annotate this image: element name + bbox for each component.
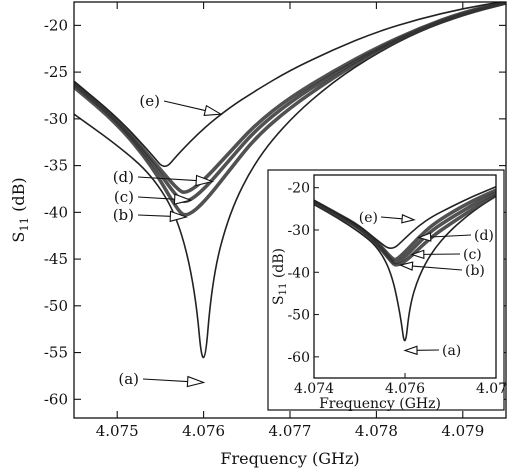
inset-arrow-head: [410, 249, 425, 260]
inset-x-tick-label: 4.076: [385, 381, 425, 397]
main-arrow-head: [203, 104, 223, 117]
inset-y-axis-title: S11 (dB): [271, 248, 289, 305]
main-y-tick-label: -40: [44, 203, 68, 221]
main-chart: 4.075 4.076 4.077 4.078 4.079 -20 -25 -30 -35 -40…: [9, 1, 507, 468]
main-x-tick-label: 4.079: [441, 422, 484, 440]
main-y-tick-label: -35: [44, 157, 68, 175]
inset-arrow-head: [401, 214, 416, 224]
main-y-tick-label: -50: [44, 297, 68, 315]
main-series-d: [74, 2, 506, 194]
inset-curve-label-b: (b): [465, 263, 485, 279]
inset-arrow-shaft: [380, 216, 403, 220]
main-y-tick-label: -20: [44, 16, 68, 34]
inset-curve-label-d: (d): [474, 228, 494, 244]
main-y-tick-label: -45: [44, 250, 68, 268]
main-x-tick-label: 4.078: [355, 422, 398, 440]
main-curve-label-a: (a): [118, 370, 139, 388]
inset-y-tick-label: -30: [287, 223, 310, 239]
main-curve-label-b: (b): [113, 206, 134, 224]
inset-arrow-shaft: [430, 234, 472, 238]
main-arrow-shaft: [137, 176, 197, 182]
main-y-axis-title: S11 (dB): [9, 177, 31, 242]
main-y-tick-label: -30: [44, 110, 68, 128]
inset-y-tick-label: -20: [287, 181, 310, 197]
main-curve-label-c: (c): [114, 188, 134, 206]
inset-curve-label-c: (c): [463, 247, 482, 263]
main-x-tick-label: 4.075: [96, 422, 139, 440]
inset-chart: 4.074 4.076 4.078 -20 -30 -40 -50 -60 Frequency …: [267, 169, 508, 412]
main-y-tick-label: -25: [44, 63, 68, 81]
inset-arrow-shaft: [412, 265, 463, 271]
inset-curves: [314, 186, 496, 342]
main-arrow-shaft: [163, 100, 206, 112]
inset-y-tick-label: -40: [287, 265, 310, 281]
main-arrow-head: [173, 193, 193, 205]
main-series-e: [74, 2, 506, 168]
main-arrow-shaft: [142, 378, 188, 383]
inset-curve-label-a: (a): [442, 343, 461, 359]
inset-y-tick-label: -60: [287, 350, 310, 366]
main-arrow-head: [169, 210, 189, 223]
main-curves: [74, 2, 506, 359]
main-arrow-shaft: [137, 214, 171, 217]
inset-series-e: [314, 186, 496, 249]
main-arrow-head: [186, 375, 206, 388]
main-arrow-shaft: [137, 196, 175, 200]
inset-arrow-head: [398, 261, 414, 271]
inset-arrow-head: [403, 345, 418, 356]
main-x-axis-title: Frequency (GHz): [220, 449, 359, 468]
inset-x-tick-label: 4.074: [294, 381, 334, 397]
main-curve-label-e: (e): [139, 92, 160, 110]
inset-x-axis-title: Frequency (GHz): [319, 396, 441, 412]
inset-series-a: [314, 195, 496, 342]
main-x-tick-label: 4.077: [269, 422, 312, 440]
inset-arrow-head: [416, 232, 432, 242]
inset-x-tick-label: 4.078: [476, 381, 508, 397]
main-y-tick-label: -55: [44, 344, 68, 362]
main-arrow-head: [195, 174, 215, 187]
inset-curve-label-e: (e): [359, 210, 378, 226]
main-y-tick-label: -60: [44, 390, 68, 408]
inset-outer-border: [267, 169, 505, 411]
inset-y-tick-label: -50: [287, 308, 310, 324]
main-curve-label-d: (d): [113, 168, 134, 186]
main-x-tick-label: 4.076: [182, 422, 225, 440]
